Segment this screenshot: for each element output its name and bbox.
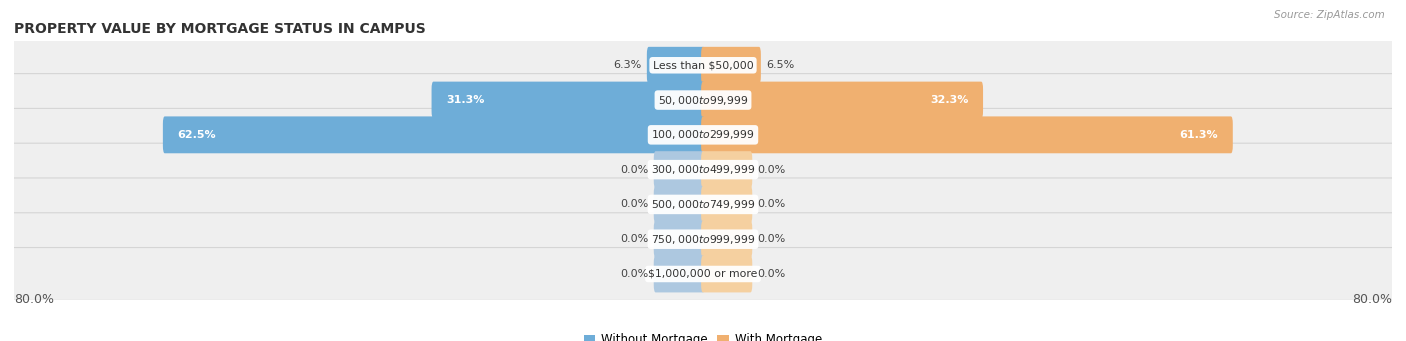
Text: Source: ZipAtlas.com: Source: ZipAtlas.com — [1274, 10, 1385, 20]
Text: $300,000 to $499,999: $300,000 to $499,999 — [651, 163, 755, 176]
Legend: Without Mortgage, With Mortgage: Without Mortgage, With Mortgage — [579, 329, 827, 341]
FancyBboxPatch shape — [654, 151, 704, 188]
FancyBboxPatch shape — [702, 186, 752, 223]
Text: 0.0%: 0.0% — [758, 269, 786, 279]
Text: 80.0%: 80.0% — [1353, 294, 1392, 307]
FancyBboxPatch shape — [163, 116, 704, 153]
Text: 0.0%: 0.0% — [758, 165, 786, 175]
Text: 0.0%: 0.0% — [758, 234, 786, 244]
Text: 0.0%: 0.0% — [620, 234, 648, 244]
FancyBboxPatch shape — [654, 255, 704, 293]
Text: 0.0%: 0.0% — [620, 199, 648, 209]
Text: 32.3%: 32.3% — [929, 95, 969, 105]
FancyBboxPatch shape — [654, 221, 704, 258]
Text: $50,000 to $99,999: $50,000 to $99,999 — [658, 93, 748, 106]
FancyBboxPatch shape — [11, 143, 1395, 196]
FancyBboxPatch shape — [11, 108, 1395, 161]
Text: 6.3%: 6.3% — [613, 60, 643, 70]
FancyBboxPatch shape — [702, 255, 752, 293]
Text: 31.3%: 31.3% — [446, 95, 485, 105]
Text: PROPERTY VALUE BY MORTGAGE STATUS IN CAMPUS: PROPERTY VALUE BY MORTGAGE STATUS IN CAM… — [14, 22, 426, 36]
Text: 0.0%: 0.0% — [620, 269, 648, 279]
Text: 61.3%: 61.3% — [1180, 130, 1218, 140]
FancyBboxPatch shape — [702, 116, 1233, 153]
FancyBboxPatch shape — [11, 213, 1395, 266]
FancyBboxPatch shape — [11, 178, 1395, 231]
FancyBboxPatch shape — [654, 186, 704, 223]
FancyBboxPatch shape — [11, 74, 1395, 127]
FancyBboxPatch shape — [702, 151, 752, 188]
Text: $100,000 to $299,999: $100,000 to $299,999 — [651, 128, 755, 141]
FancyBboxPatch shape — [702, 81, 983, 118]
FancyBboxPatch shape — [647, 47, 704, 84]
FancyBboxPatch shape — [11, 39, 1395, 92]
Text: 62.5%: 62.5% — [177, 130, 217, 140]
Text: 80.0%: 80.0% — [14, 294, 53, 307]
Text: $1,000,000 or more: $1,000,000 or more — [648, 269, 758, 279]
FancyBboxPatch shape — [11, 248, 1395, 300]
FancyBboxPatch shape — [702, 47, 761, 84]
Text: $500,000 to $749,999: $500,000 to $749,999 — [651, 198, 755, 211]
Text: Less than $50,000: Less than $50,000 — [652, 60, 754, 70]
Text: 0.0%: 0.0% — [620, 165, 648, 175]
FancyBboxPatch shape — [702, 221, 752, 258]
Text: $750,000 to $999,999: $750,000 to $999,999 — [651, 233, 755, 246]
Text: 6.5%: 6.5% — [766, 60, 794, 70]
FancyBboxPatch shape — [432, 81, 704, 118]
Text: 0.0%: 0.0% — [758, 199, 786, 209]
